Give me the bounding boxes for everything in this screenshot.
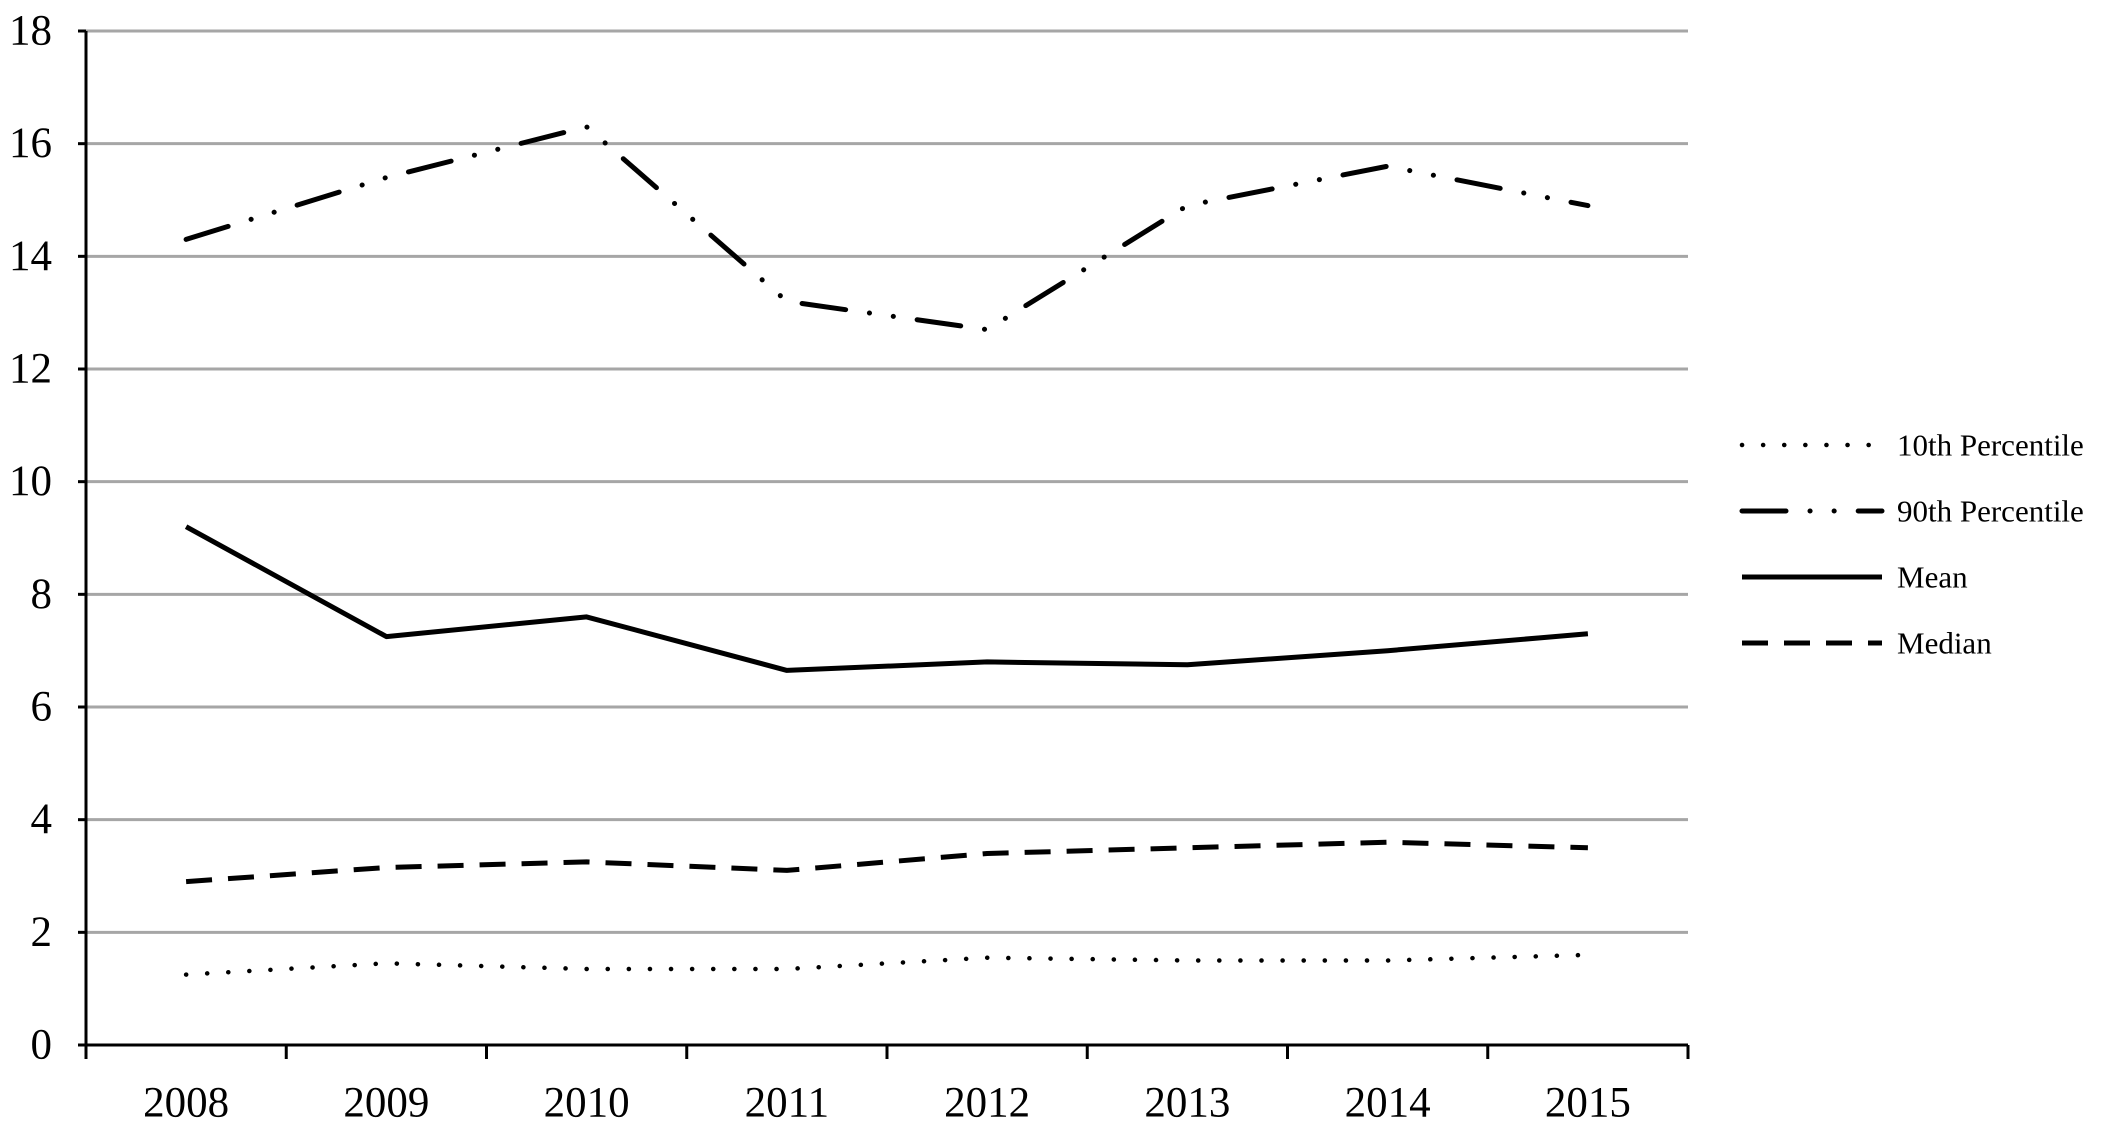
- x-tick-label-2009: 2009: [343, 1080, 429, 1127]
- y-tick-label: 14: [9, 233, 52, 280]
- y-tick-label: 10: [9, 458, 52, 505]
- x-tick-label-2010: 2010: [544, 1080, 630, 1127]
- y-tick-label: 2: [31, 909, 53, 956]
- legend-label: 90th Percentile: [1897, 494, 2084, 529]
- y-tick-label: 12: [9, 346, 52, 393]
- x-tick-label-2008: 2008: [143, 1080, 229, 1127]
- series-line-90th-percentile: [183, 124, 1591, 333]
- axes: [84, 31, 1688, 1047]
- gridlines: [86, 29, 1688, 934]
- y-tick-label: 16: [9, 120, 52, 167]
- x-tick-label-2015: 2015: [1545, 1080, 1631, 1127]
- y-tick-label: 18: [9, 8, 52, 55]
- y-axis-ticks: 0 2 4 6 8 10 12 14 16 18: [9, 8, 86, 1069]
- legend-label: 10th Percentile: [1897, 428, 2084, 463]
- legend-label: Mean: [1897, 560, 1968, 595]
- legend-label: Median: [1897, 626, 1992, 661]
- x-tick-label-2014: 2014: [1345, 1080, 1431, 1127]
- series-line-median: [185, 839, 1588, 885]
- y-tick-label: 0: [31, 1022, 53, 1069]
- series-line-10th-percentile: [183, 952, 1591, 977]
- y-tick-label: 4: [31, 796, 53, 843]
- x-axis-ticks: 2008 2009 2010 2011 2012 2013 2014 2015: [84, 1045, 1690, 1127]
- legend: 10th Percentile 90th Percentile Mean Median: [1739, 428, 2084, 661]
- y-tick-label: 6: [31, 684, 53, 731]
- x-tick-label-2011: 2011: [745, 1080, 829, 1127]
- series-line-mean: [184, 524, 1589, 673]
- series-lines: [183, 124, 1591, 977]
- y-tick-label: 8: [31, 571, 53, 618]
- x-tick-label-2013: 2013: [1144, 1080, 1230, 1127]
- x-tick-label-2012: 2012: [944, 1080, 1030, 1127]
